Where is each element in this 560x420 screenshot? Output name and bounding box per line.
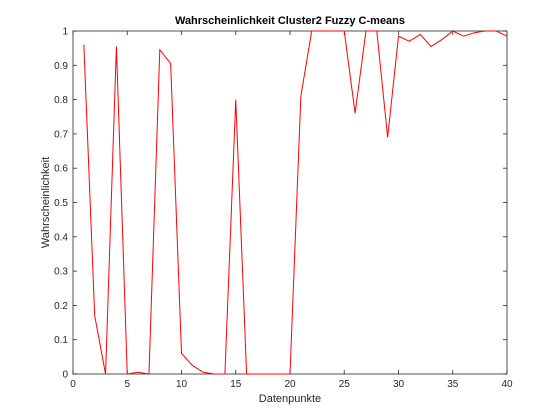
y-tick-label: 1	[62, 27, 68, 38]
x-tick-label: 35	[447, 379, 459, 390]
x-tick-label: 15	[230, 379, 242, 390]
x-tick-label: 5	[124, 379, 130, 390]
y-axis-label: Wahrscheinlichkeit	[40, 157, 52, 248]
y-tick-label: 0.8	[54, 95, 68, 106]
y-tick-label: 0.4	[54, 232, 68, 243]
y-tick-label: 0.9	[54, 61, 68, 72]
y-tick-label: 0.6	[54, 164, 68, 175]
plot-area	[72, 30, 508, 375]
y-tick-label: 0.3	[54, 267, 68, 278]
y-tick-label: 0.5	[54, 198, 68, 209]
x-tick-label: 10	[176, 379, 188, 390]
series-line	[83, 30, 508, 375]
y-axis-ticks: 0 0.1 0.2 0.3 0.4 0.5 0.6 0.7 0.8 0.9 1	[54, 27, 507, 381]
y-tick-label: 0.1	[54, 335, 68, 346]
chart-title: Wahrscheinlichkeit Cluster2 Fuzzy C-mean…	[175, 15, 405, 27]
series-layer	[83, 30, 508, 375]
x-tick-label: 30	[393, 379, 405, 390]
x-tick-label: 40	[501, 379, 513, 390]
x-axis-ticks: 0 5 10 15 20 25 30 35 40	[70, 31, 513, 390]
y-tick-label: 0	[62, 370, 68, 381]
y-tick-label: 0.7	[54, 129, 68, 140]
x-tick-label: 0	[70, 379, 76, 390]
x-tick-label: 20	[284, 379, 296, 390]
y-tick-label: 0.2	[54, 301, 68, 312]
x-tick-label: 25	[339, 379, 351, 390]
x-axis-label: Datenpunkte	[259, 393, 321, 405]
